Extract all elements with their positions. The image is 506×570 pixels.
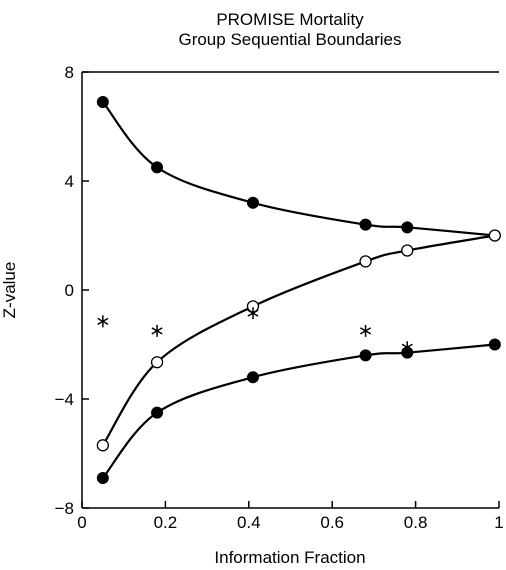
asterisk-stroke [151,327,163,335]
filled-circle-point [96,95,109,108]
filled-circle-point [401,221,414,234]
asterisk-point [97,315,109,328]
asterisk-point [359,324,372,337]
asterisk-point [401,341,413,354]
x-tick-label: 1 [494,513,503,532]
chart-title: PROMISE Mortality [216,10,364,29]
filled-circle-point [151,406,164,419]
y-axis-label: Z-value [0,262,19,319]
x-tick-label: 0.2 [154,513,178,532]
open-circle-point [96,439,109,452]
y-tick-label: −4 [55,390,74,409]
open-circle-point [401,244,414,257]
open-circle-point [359,255,372,268]
filled-circle-point [151,161,164,174]
x-tick-label: 0.6 [320,513,344,532]
asterisk-stroke [359,327,372,335]
filled-circle-point [359,218,372,231]
asterisk-stroke [247,309,259,317]
asterisk-point [247,307,259,320]
y-tick-label: 8 [65,63,74,82]
open-circle-point [488,229,501,242]
asterisk-point [151,324,163,337]
boundary-curve-1 [101,101,495,237]
axes: 0 0.2 0.4 0.6 0.8 1 −8 −4 0 4 8 [55,63,504,532]
curves [101,101,496,479]
data-marks [96,95,501,485]
open-circle-point [150,356,164,369]
asterisk-stroke [97,317,109,325]
y-tick-label: 4 [65,172,74,191]
x-tick-label: 0.8 [404,513,428,532]
filled-circle-point [488,338,501,351]
y-tick-label: 0 [65,281,74,300]
x-tick-label: 0.4 [237,513,261,532]
x-tick-label: 0 [77,513,86,532]
filled-circle-point [246,371,259,384]
filled-circle-point [96,472,109,485]
filled-circle-point [359,349,372,362]
y-tick-label: −8 [55,499,74,518]
boundary-curve-3 [101,343,495,479]
asterisk-stroke [401,343,413,351]
x-axis-label: Information Fraction [214,548,365,567]
chart-subtitle: Group Sequential Boundaries [178,30,402,49]
filled-circle-point [246,196,259,209]
